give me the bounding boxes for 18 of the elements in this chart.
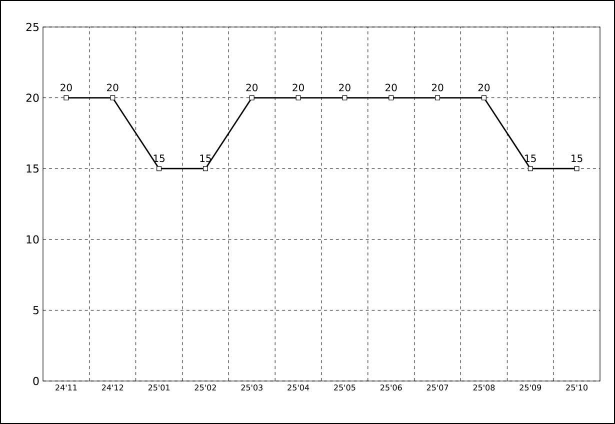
y-tick-label: 20 — [26, 94, 39, 102]
y-tick-label: 15 — [26, 164, 39, 173]
data-label: 20 — [246, 84, 258, 92]
data-label: 20 — [432, 84, 444, 92]
y-tick-label: 25 — [26, 22, 39, 32]
data-label: 15 — [525, 154, 536, 162]
data-label: 15 — [572, 154, 582, 162]
data-label: 20 — [339, 84, 350, 92]
data-label: 15 — [200, 154, 211, 162]
y-tick-label: 0 — [33, 376, 39, 386]
data-label: 20 — [386, 84, 397, 92]
y-tick-label: 10 — [26, 235, 39, 244]
data-label: 20 — [292, 84, 304, 92]
data-label: 20 — [107, 84, 118, 92]
data-label: 20 — [60, 84, 72, 92]
data-label: 20 — [478, 84, 490, 92]
data-label: 15 — [154, 154, 165, 162]
y-tick-label: 5 — [33, 306, 39, 314]
